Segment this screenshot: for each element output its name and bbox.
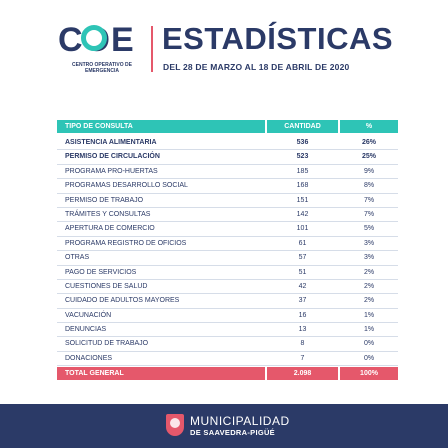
table-row: TRÁMITES Y CONSULTAS 142 7% bbox=[57, 208, 398, 223]
row-percent: 8% bbox=[363, 182, 375, 190]
row-quantity: 142 bbox=[296, 210, 309, 218]
table-row: OTRAS 57 3% bbox=[57, 251, 398, 266]
row-name: PAGO DE SERVICIOS bbox=[65, 268, 137, 276]
row-name: CUIDADO DE ADULTOS MAYORES bbox=[65, 297, 180, 305]
row-name: PROGRAMA PRO-HUERTAS bbox=[65, 167, 158, 175]
table-row: DENUNCIAS 13 1% bbox=[57, 323, 398, 338]
row-quantity: 101 bbox=[296, 225, 309, 233]
table-row: ASISTENCIA ALIMENTARIA 536 26% bbox=[57, 136, 398, 151]
table-row: PROGRAMA REGISTRO DE OFICIOS 61 3% bbox=[57, 237, 398, 252]
table-row: PAGO DE SERVICIOS 51 2% bbox=[57, 266, 398, 280]
coe-logo: COE CENTRO OPERATIVO DE EMERGENCIA bbox=[58, 22, 144, 76]
row-percent: 1% bbox=[363, 311, 375, 319]
row-percent: 3% bbox=[363, 254, 375, 262]
row-quantity: 151 bbox=[296, 196, 309, 204]
page-title: ESTADÍSTICAS bbox=[162, 21, 394, 56]
table-row: PROGRAMA PRO-HUERTAS 185 9% bbox=[57, 165, 398, 180]
row-quantity: 57 bbox=[298, 254, 307, 262]
row-name: PERMISO DE CIRCULACIÓN bbox=[65, 153, 160, 161]
row-name: PROGRAMAS DESARROLLO SOCIAL bbox=[65, 182, 188, 190]
row-name: ASISTENCIA ALIMENTARIA bbox=[65, 139, 157, 146]
municipality-city: SAAVEDRA-PIGÜÉ bbox=[203, 428, 275, 437]
row-percent: 3% bbox=[363, 239, 375, 247]
total-percent: 100% bbox=[340, 367, 398, 381]
table-row: DONACIONES 7 0% bbox=[57, 352, 398, 367]
header-quantity: CANTIDAD bbox=[267, 120, 338, 133]
row-quantity: 536 bbox=[296, 139, 309, 146]
footer: MUNICIPALIDAD DE SAAVEDRA-PIGÜÉ bbox=[0, 404, 448, 448]
row-name: PROGRAMA REGISTRO DE OFICIOS bbox=[65, 239, 187, 247]
municipality-prefix: DE bbox=[190, 428, 202, 437]
total-label: TOTAL GENERAL bbox=[57, 367, 265, 381]
row-quantity: 523 bbox=[296, 153, 309, 161]
row-quantity: 8 bbox=[300, 340, 305, 348]
header-type: TIPO DE CONSULTA bbox=[57, 120, 265, 133]
table-row: PERMISO DE CIRCULACIÓN 523 25% bbox=[57, 150, 398, 165]
row-percent: 5% bbox=[363, 225, 375, 233]
row-quantity: 7 bbox=[300, 354, 305, 362]
table-row: VACUNACIÓN 16 1% bbox=[57, 309, 398, 324]
row-name: OTRAS bbox=[65, 254, 90, 262]
total-quantity: 2.098 bbox=[267, 367, 338, 381]
row-quantity: 16 bbox=[298, 311, 307, 319]
row-quantity: 37 bbox=[298, 297, 307, 305]
header: COE CENTRO OPERATIVO DE EMERGENCIA ESTAD… bbox=[0, 0, 448, 92]
row-name: DENUNCIAS bbox=[65, 326, 107, 334]
table-row: PROGRAMAS DESARROLLO SOCIAL 168 8% bbox=[57, 179, 398, 194]
row-percent: 2% bbox=[363, 297, 375, 305]
table-row: APERTURA DE COMERCIO 101 5% bbox=[57, 222, 398, 237]
row-name: SOLICITUD DE TRABAJO bbox=[65, 340, 149, 348]
row-percent: 7% bbox=[363, 210, 375, 218]
row-quantity: 168 bbox=[296, 182, 309, 190]
municipality-name: MUNICIPALIDAD bbox=[190, 414, 290, 428]
row-percent: 1% bbox=[363, 326, 375, 334]
row-percent: 0% bbox=[363, 354, 375, 362]
total-row: TOTAL GENERAL 2.098 100% bbox=[57, 367, 398, 381]
row-name: APERTURA DE COMERCIO bbox=[65, 225, 155, 233]
table-row: CUESTIONES DE SALUD 42 2% bbox=[57, 280, 398, 295]
row-quantity: 185 bbox=[296, 167, 309, 175]
row-quantity: 51 bbox=[298, 268, 307, 276]
row-percent: 26% bbox=[361, 139, 376, 146]
table-row: SOLICITUD DE TRABAJO 8 0% bbox=[57, 337, 398, 352]
date-range: DEL 28 DE MARZO AL 18 DE ABRIL DE 2020 bbox=[163, 62, 350, 72]
row-name: DONACIONES bbox=[65, 354, 113, 362]
row-name: CUESTIONES DE SALUD bbox=[65, 282, 148, 290]
row-percent: 25% bbox=[361, 153, 376, 161]
row-percent: 9% bbox=[363, 167, 375, 175]
table-row: CUIDADO DE ADULTOS MAYORES 37 2% bbox=[57, 294, 398, 309]
row-quantity: 61 bbox=[298, 239, 307, 247]
logo-subtitle: CENTRO OPERATIVO DE EMERGENCIA bbox=[72, 62, 132, 74]
row-percent: 2% bbox=[363, 268, 375, 276]
row-quantity: 42 bbox=[298, 282, 307, 290]
header-percent: % bbox=[340, 120, 398, 133]
table-row: PERMISO DE TRABAJO 151 7% bbox=[57, 194, 398, 208]
municipality-crest-icon bbox=[166, 414, 184, 436]
table-body: ASISTENCIA ALIMENTARIA 536 26% PERMISO DE C… bbox=[57, 136, 398, 367]
row-percent: 2% bbox=[363, 282, 375, 290]
municipality-location: DE SAAVEDRA-PIGÜÉ bbox=[190, 428, 275, 437]
row-name: TRÁMITES Y CONSULTAS bbox=[65, 210, 151, 218]
row-quantity: 13 bbox=[298, 326, 307, 334]
row-percent: 7% bbox=[363, 196, 375, 204]
row-name: PERMISO DE TRABAJO bbox=[65, 196, 144, 204]
stats-table: TIPO DE CONSULTA CANTIDAD % ASISTENCIA A… bbox=[57, 120, 398, 381]
header-divider bbox=[151, 26, 153, 72]
row-percent: 0% bbox=[363, 340, 375, 348]
logo-ring-icon bbox=[81, 25, 107, 51]
row-name: VACUNACIÓN bbox=[65, 311, 112, 319]
table-header: TIPO DE CONSULTA CANTIDAD % bbox=[57, 120, 398, 133]
